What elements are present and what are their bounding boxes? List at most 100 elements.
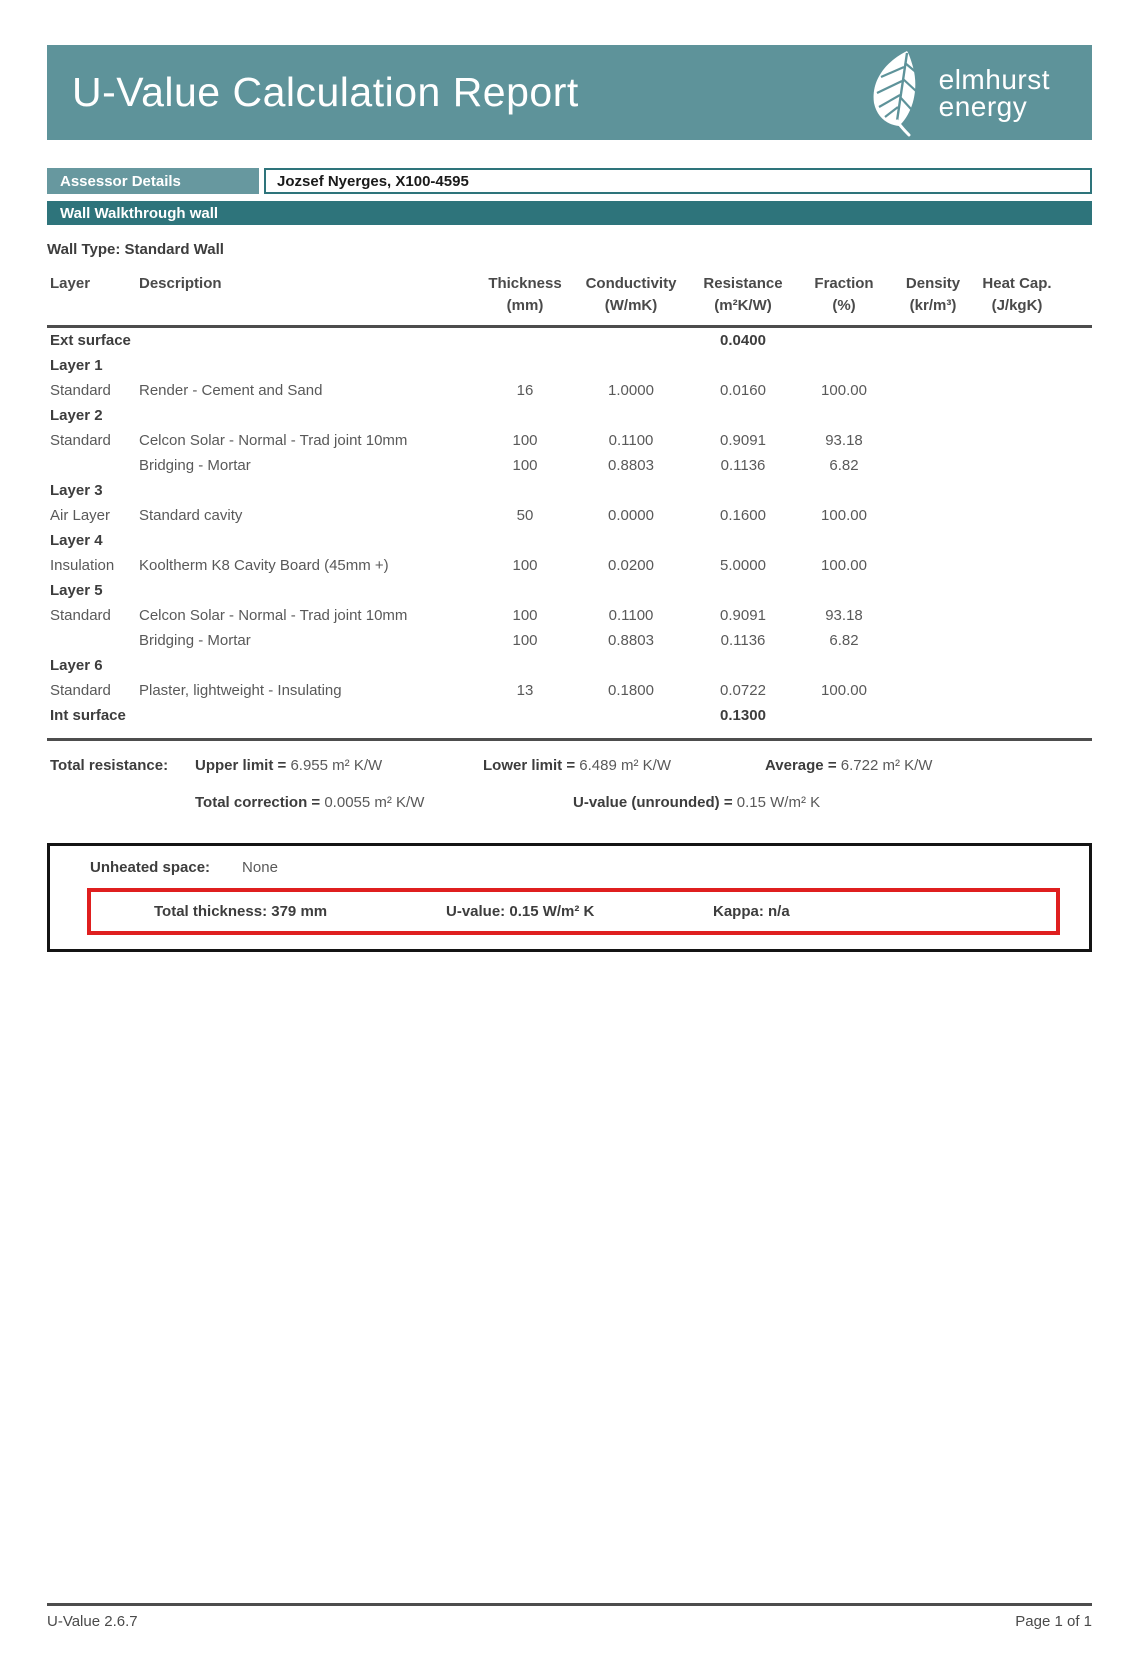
lower-limit: Lower limit = 6.489 m² K/W (483, 757, 671, 774)
table-cell: Kooltherm K8 Cavity Board (45mm +) (139, 557, 389, 574)
table-cell: Standard (50, 682, 111, 699)
table-cell: 100 (512, 557, 538, 574)
table-cell: 100 (512, 432, 538, 449)
wall-type-label: Wall Type: Standard Wall (47, 241, 224, 258)
table-cell: Bridging - Mortar (139, 457, 251, 474)
column-header: Heat Cap. (J/kgK) (982, 275, 1052, 314)
table-row: Layer 4 (47, 528, 1057, 553)
column-header: Conductivity (W/mK) (585, 275, 677, 314)
table-cell: 50 (516, 507, 534, 524)
uvalue-unrounded: U-value (unrounded) = 0.15 W/m² K (573, 794, 821, 811)
assessor-details-label: Assessor Details (47, 168, 259, 194)
leaf-icon (873, 50, 918, 136)
logo-text-line2: energy (938, 90, 1028, 122)
table-cell: 0.0200 (608, 557, 654, 574)
table-cell: Layer 4 (50, 532, 103, 549)
section-bar: Wall Walkthrough wall (47, 201, 1092, 225)
table-cell: 100.00 (821, 382, 867, 399)
totals-line-1: Total resistance: Upper limit = 6.955 m²… (47, 757, 1092, 777)
table-cell: Layer 3 (50, 482, 103, 499)
table-row: Bridging - Mortar 100 0.8803 0.1136 6.82 (47, 453, 1057, 478)
assessor-details-value: Jozsef Nyerges, X100-4595 (264, 168, 1092, 194)
column-header: Fraction (%) (814, 275, 874, 314)
elmhurst-logo: elmhurst energy (869, 49, 1050, 137)
table-cell: Celcon Solar - Normal - Trad joint 10mm (139, 607, 408, 624)
table-row: Insulation Kooltherm K8 Cavity Board (45m… (47, 553, 1057, 578)
table-cell: Render - Cement and Sand (139, 382, 323, 399)
table-cell: Layer 1 (50, 357, 103, 374)
table-cell: 100 (512, 632, 538, 649)
table-cell: 0.1100 (608, 432, 654, 449)
unheated-space-line: Unheated space: None (50, 859, 1089, 879)
table-cell: 0.9091 (720, 607, 766, 624)
table-cell: 1.0000 (608, 382, 654, 399)
table-cell: 0.8803 (608, 632, 654, 649)
table-cell: Standard (50, 607, 111, 624)
column-header: Density (kr/m³) (905, 275, 961, 314)
table-cell: 0.0400 (720, 332, 766, 349)
layers-table: Layer Description Thickness (mm) Conductivit… (47, 273, 1092, 741)
table-row: Standard Celcon Solar - Normal - Trad joi… (47, 428, 1057, 453)
table-cell: Int surface (50, 707, 126, 724)
total-correction: Total correction = 0.0055 m² K/W (195, 794, 425, 811)
table-top-divider (47, 325, 1092, 328)
table-cell: Ext surface (50, 332, 131, 349)
table-cell: Air Layer (50, 507, 111, 524)
table-cell: 100.00 (821, 682, 867, 699)
table-row: Int surface 0.1300 (47, 703, 1057, 728)
upper-limit: Upper limit = 6.955 m² K/W (195, 757, 383, 774)
column-header: Thickness (mm) (488, 275, 562, 314)
table-row: Layer 2 (47, 403, 1057, 428)
table-cell: 100.00 (821, 557, 867, 574)
table-cell: Layer 2 (50, 407, 103, 424)
assessor-row: Assessor Details Jozsef Nyerges, X100-45… (47, 168, 1092, 194)
table-cell: 0.8803 (608, 457, 654, 474)
table-cell: 5.0000 (720, 557, 766, 574)
table-cell: 0.1136 (720, 632, 766, 649)
unheated-space-label: Unheated space: (90, 859, 211, 876)
totals-line-2: Total correction = 0.0055 m² K/W U-value… (47, 794, 1092, 814)
table-cell: 0.0722 (720, 682, 766, 699)
report-page: U-Value Calculation Report elmhurst ener… (47, 45, 1092, 1670)
footer-version: U-Value 2.6.7 (47, 1613, 138, 1630)
table-cell: 100.00 (821, 507, 867, 524)
table-row: Standard Render - Cement and Sand 16 1.0000… (47, 378, 1057, 403)
table-cell: Layer 5 (50, 582, 103, 599)
total-resistance-label: Total resistance: (50, 757, 169, 774)
page-title: U-Value Calculation Report (72, 69, 579, 115)
average-resistance: Average = 6.722 m² K/W (765, 757, 933, 774)
table-cell: 6.82 (829, 632, 859, 649)
table-row: Layer 5 (47, 578, 1057, 603)
footer-page-number: Page 1 of 1 (1015, 1613, 1092, 1630)
table-cell: 0.1300 (720, 707, 766, 724)
table-header: Layer Description Thickness (mm) Conductivit… (47, 273, 1057, 317)
table-cell: 0.1800 (608, 682, 654, 699)
table-row: Layer 1 (47, 353, 1057, 378)
footer-divider (47, 1603, 1092, 1606)
total-thickness-value: Total thickness: 379 mm (154, 903, 328, 920)
table-cell: Standard cavity (139, 507, 243, 524)
table-cell: Bridging - Mortar (139, 632, 251, 649)
table-cell: 0.0160 (720, 382, 766, 399)
table-row: Standard Celcon Solar - Normal - Trad joi… (47, 603, 1057, 628)
table-cell: Celcon Solar - Normal - Trad joint 10mm (139, 432, 408, 449)
logo-text: elmhurst energy (938, 65, 1050, 122)
table-cell: Standard (50, 382, 111, 399)
table-row: Standard Plaster, lightweight - Insulatin… (47, 678, 1057, 703)
table-cell: 0.1136 (720, 457, 766, 474)
table-row: Bridging - Mortar 100 0.8803 0.1136 6.82 (47, 628, 1057, 653)
table-cell: Plaster, lightweight - Insulating (139, 682, 342, 699)
table-cell: 0.9091 (720, 432, 766, 449)
table-cell: 93.18 (825, 432, 863, 449)
column-header: Resistance (m²K/W) (703, 275, 783, 314)
table-cell: Insulation (50, 557, 115, 574)
table-cell: 0.1100 (608, 607, 654, 624)
column-header: Description (139, 275, 222, 292)
kappa-value: Kappa: n/a (713, 903, 790, 920)
page-footer: U-Value 2.6.7 Page 1 of 1 (47, 1603, 1092, 1630)
table-cell: 100 (512, 607, 538, 624)
summary-box: Unheated space: None Total thickness: 379… (47, 843, 1092, 952)
layers-table-body: Ext surface 0.0400 Layer 1 Standard Render -… (47, 328, 1057, 728)
table-cell: Layer 6 (50, 657, 103, 674)
result-highlight-box: Total thickness: 379 mm U-value: 0.15 W/… (87, 888, 1060, 935)
